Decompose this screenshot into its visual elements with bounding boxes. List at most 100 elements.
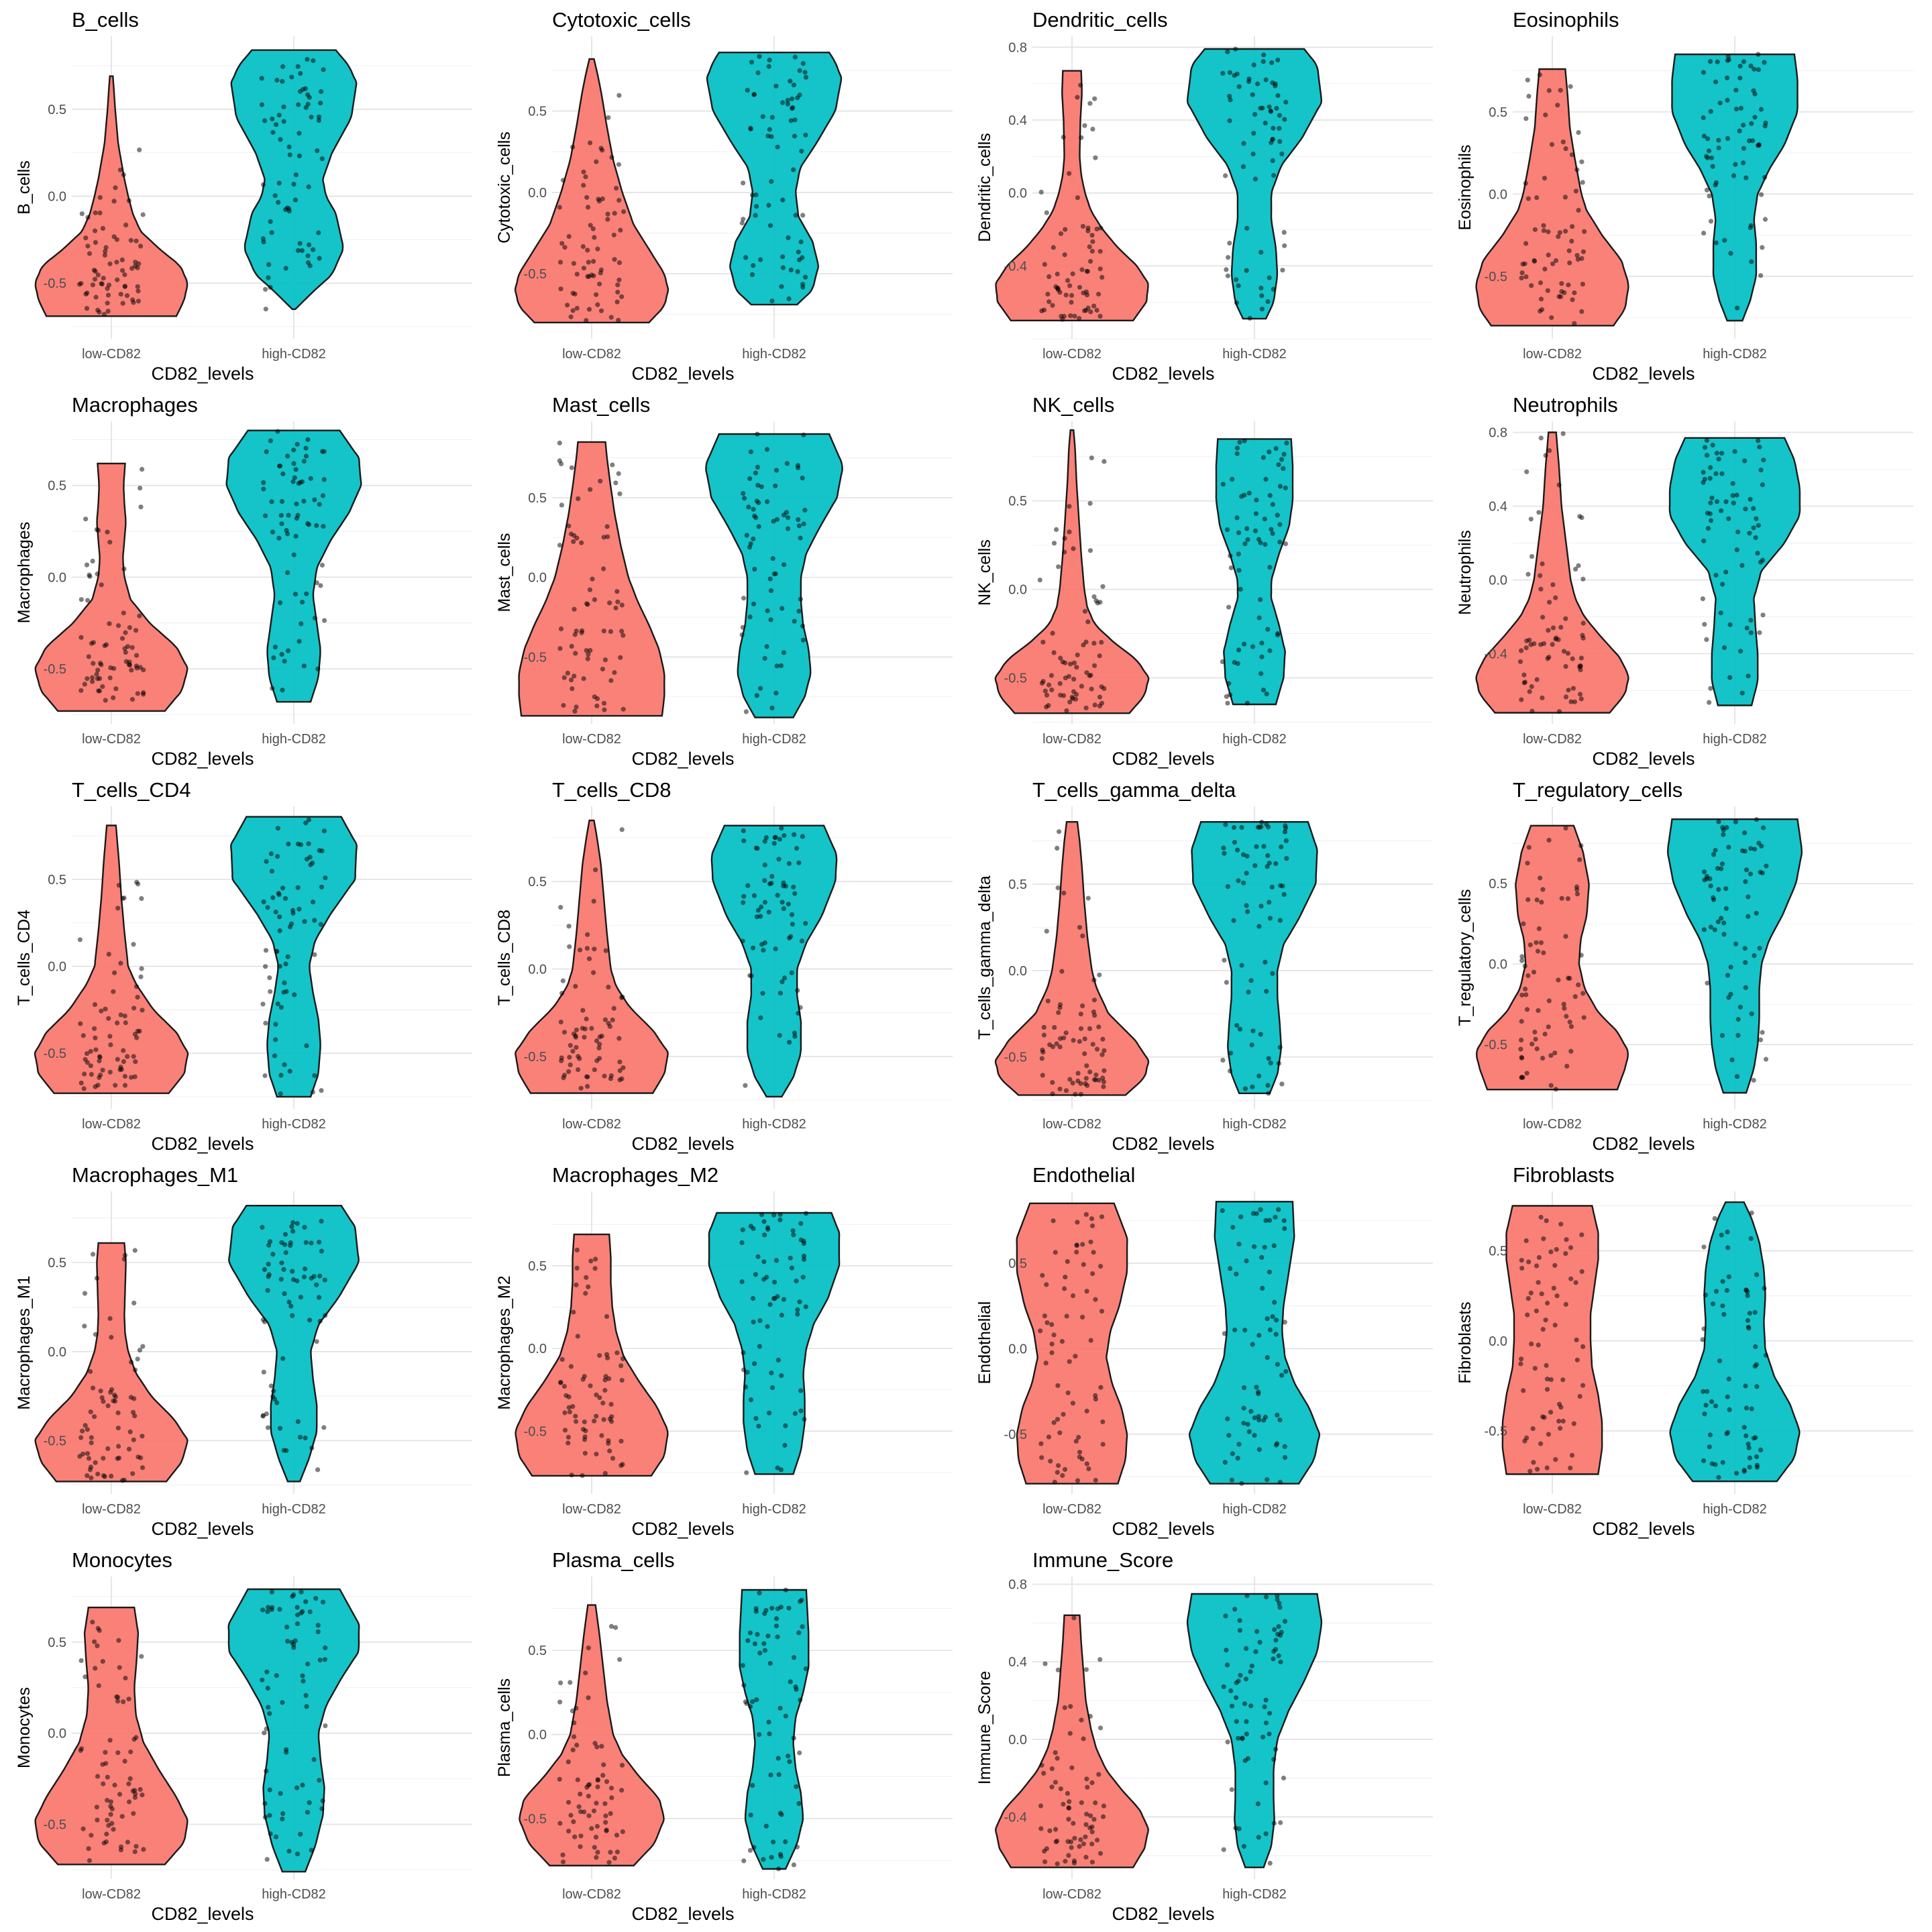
data-point [1081, 1262, 1086, 1267]
data-point [86, 1456, 92, 1461]
data-point [1544, 1387, 1550, 1392]
data-point [741, 900, 746, 906]
data-point [85, 1427, 90, 1432]
data-point [1068, 313, 1073, 319]
data-point [757, 1591, 762, 1596]
data-point [1271, 172, 1277, 178]
data-point [1098, 1385, 1104, 1390]
data-point [780, 979, 785, 985]
violin-panel-eosinophils: -0.5 0.0 0.5 low-CD82 high-CD82 Eosinophils Eo… [1441, 0, 1921, 385]
data-point [1234, 300, 1239, 306]
data-point [1282, 1455, 1288, 1460]
data-point [281, 1267, 286, 1272]
data-point [763, 835, 769, 841]
data-point [1082, 123, 1087, 128]
data-point [571, 261, 576, 266]
data-point [559, 991, 565, 996]
x-tick-label: high-CD82 [742, 732, 806, 747]
data-point [1580, 1383, 1586, 1388]
data-point [1093, 1077, 1098, 1083]
data-point [577, 947, 583, 953]
data-point [1062, 1286, 1067, 1291]
data-point [1053, 1250, 1058, 1255]
data-point [263, 964, 268, 969]
data-point [1100, 1442, 1106, 1447]
data-point [777, 1705, 783, 1711]
data-point [1721, 645, 1727, 651]
data-point [1252, 1433, 1257, 1438]
data-point [130, 1471, 136, 1477]
data-point [116, 1444, 121, 1449]
data-point [1719, 866, 1724, 871]
data-point [1708, 883, 1713, 889]
data-point [100, 225, 105, 231]
data-point [120, 301, 125, 306]
data-point [762, 655, 767, 661]
data-point [1701, 1244, 1707, 1250]
data-point [1254, 1211, 1259, 1216]
data-point [786, 902, 791, 907]
data-point [280, 78, 285, 84]
data-point [1762, 217, 1768, 222]
data-point [1734, 1074, 1740, 1079]
data-point [1263, 1831, 1269, 1837]
data-point [1556, 234, 1561, 239]
data-point [1091, 663, 1097, 668]
data-point [1058, 1786, 1063, 1792]
data-point [1558, 88, 1563, 93]
data-point [617, 491, 623, 496]
data-point [1277, 1479, 1283, 1485]
data-point [279, 521, 284, 527]
data-point [797, 68, 802, 73]
data-point [1078, 1026, 1084, 1031]
data-point [1542, 1031, 1548, 1037]
data-point [266, 1272, 272, 1277]
panel-title: T_cells_CD4 [72, 778, 191, 802]
data-point [1072, 313, 1077, 319]
data-point [1266, 824, 1271, 830]
data-point [262, 1801, 268, 1806]
data-point [591, 970, 596, 975]
data-point [101, 1456, 106, 1461]
violin-panel-t-cells-cd8: -0.5 0.0 0.5 low-CD82 high-CD82 T_cells_CD8 T_… [480, 770, 961, 1155]
data-point [757, 1650, 763, 1656]
jitter-points-high-CD82 [1701, 52, 1768, 311]
data-point [1720, 1279, 1725, 1284]
jitter-points-low-CD82 [558, 1247, 626, 1479]
data-point [95, 528, 101, 533]
data-point [1749, 259, 1754, 264]
data-point [1519, 1258, 1524, 1263]
data-point [1077, 1454, 1082, 1460]
data-point [1284, 856, 1289, 861]
data-point [561, 702, 566, 708]
violin-low-CD82 [1475, 431, 1629, 714]
data-point [779, 1312, 784, 1318]
data-point [1536, 1254, 1542, 1260]
data-point [138, 974, 144, 979]
data-point [129, 266, 135, 271]
data-point [138, 504, 144, 510]
data-point [1563, 694, 1568, 700]
data-point [1572, 994, 1578, 1000]
data-point [1283, 541, 1288, 547]
y-tick-label: 0.5 [528, 491, 547, 506]
data-point [1529, 1041, 1535, 1046]
data-point [282, 1232, 288, 1237]
data-point [783, 1423, 788, 1428]
data-point [792, 891, 798, 896]
data-point [260, 1002, 266, 1007]
y-tick-label: 0.0 [48, 1345, 66, 1360]
data-point [82, 1071, 87, 1077]
data-point [1582, 229, 1587, 234]
data-point [1269, 527, 1274, 532]
data-point [602, 707, 607, 712]
data-point [1540, 307, 1545, 313]
data-point [1577, 692, 1583, 697]
data-point [1236, 84, 1242, 89]
y-tick-label: 0.5 [1489, 1244, 1507, 1259]
data-point [1265, 1083, 1271, 1088]
x-tick-label: high-CD82 [262, 1117, 326, 1132]
data-point [1083, 1822, 1089, 1827]
data-point [1754, 910, 1759, 916]
data-point [754, 204, 759, 209]
